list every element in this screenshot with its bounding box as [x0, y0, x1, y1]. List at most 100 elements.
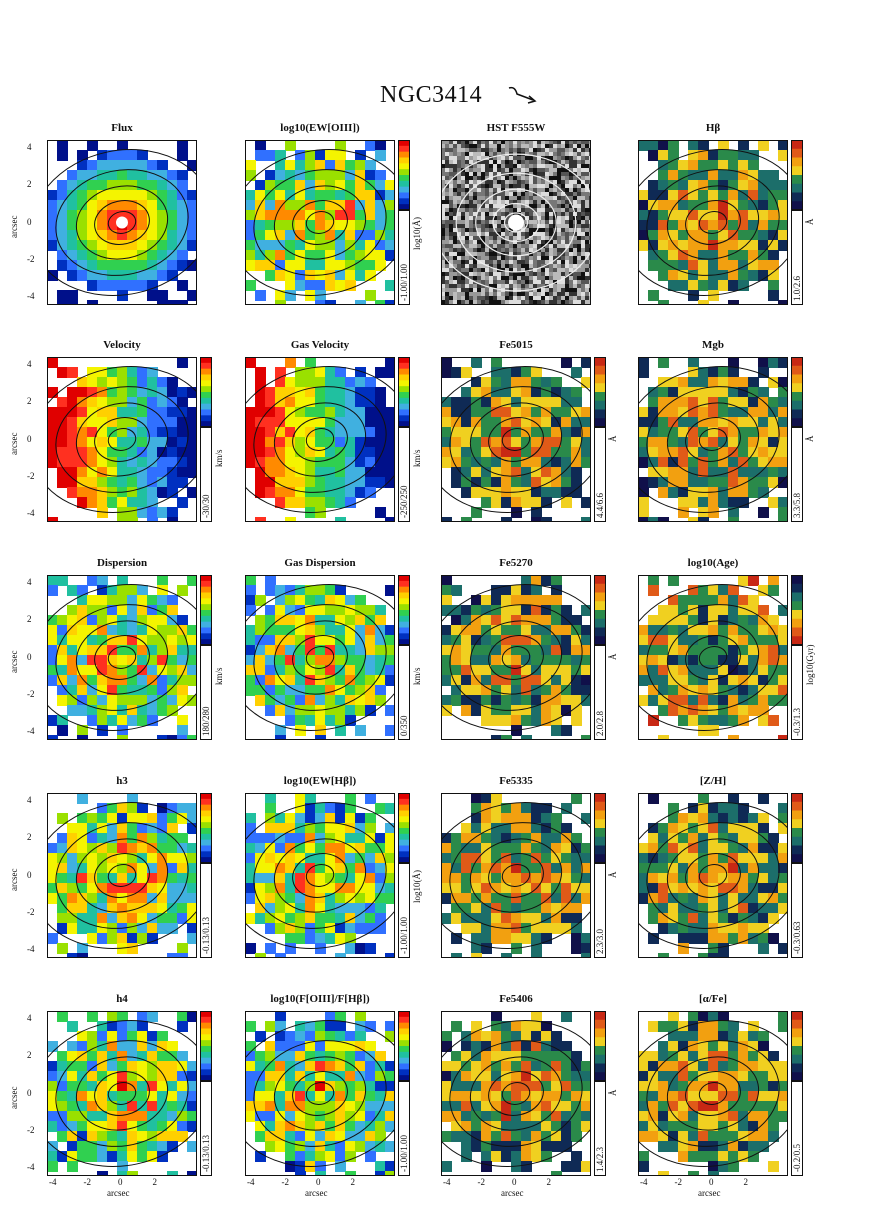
y-axis-label: arcsec [9, 650, 19, 673]
colorbar-frame [594, 645, 606, 740]
colorbar-frame [791, 645, 803, 740]
colorbar-range-label: -0.13/0.13 [201, 1135, 211, 1172]
panel-title: [Z/H] [699, 775, 727, 787]
map-plot [638, 140, 788, 305]
panel-title: h3 [116, 775, 128, 787]
panel-title: Dispersion [96, 557, 148, 569]
colorbar-range-label: 1.4/2.3 [595, 1146, 605, 1172]
map-panel-15: Fe5335 2.3/3.0 Å [441, 775, 621, 958]
map-panel-2: log10(EW[OIII]) -1.00/1.00 log10(Å) [245, 122, 425, 305]
panel-title: Fe5335 [499, 775, 533, 787]
colorbar-unit-label: Å [608, 871, 618, 879]
panel-title: log10(Age) [687, 557, 739, 569]
colorbar [398, 357, 410, 427]
x-tick-label: 2 [350, 1177, 356, 1187]
north-east-arrow-icon [508, 86, 537, 104]
y-tick-label: 2 [27, 1050, 32, 1061]
colorbar-unit-label: log10(Gyr) [805, 644, 815, 686]
x-axis-label: arcsec [305, 1188, 328, 1198]
colorbar [398, 575, 410, 645]
colorbar-range-label: -0.3/1.3 [792, 708, 802, 736]
y-axis-label: arcsec [9, 215, 19, 238]
colorbar-unit-label: km/s [214, 449, 224, 467]
y-tick-label: -2 [27, 906, 35, 917]
colorbar [791, 357, 803, 427]
colorbar-frame [200, 863, 212, 958]
x-tick-label: -2 [281, 1177, 290, 1187]
y-tick-label: -2 [27, 253, 35, 264]
map-plot [638, 1011, 788, 1176]
y-tick-label: -4 [27, 291, 35, 301]
panel-title: Fe5406 [499, 993, 533, 1005]
map-plot [638, 793, 788, 958]
colorbar-frame [398, 645, 410, 740]
colorbar [200, 357, 212, 427]
x-tick-label: -4 [49, 1177, 57, 1187]
y-tick-label: 0 [27, 216, 32, 227]
map-plot [245, 140, 395, 305]
map-panel-11: Fe5270 2.0/2.8 Å [441, 557, 621, 740]
x-tick-label: -4 [640, 1177, 648, 1187]
map-plot [441, 793, 591, 958]
panel-title: h4 [116, 993, 128, 1005]
colorbar-range-label: 0/350 [399, 715, 409, 736]
panel-title: log10(F[OIII]/F[Hβ]) [270, 993, 370, 1005]
y-tick-label: -2 [27, 1124, 35, 1135]
colorbar [594, 1011, 606, 1081]
colorbar-unit-label: log10(Å) [412, 870, 422, 903]
x-axis-label: arcsec [107, 1188, 130, 1198]
colorbar-range-label: -30/30 [201, 494, 211, 519]
panel-title: log10(EW[Hβ]) [283, 775, 357, 787]
map-plot [638, 357, 788, 522]
colorbar [791, 793, 803, 863]
colorbar-frame [791, 863, 803, 958]
panel-title: Hβ [705, 122, 721, 134]
y-tick-label: -2 [27, 688, 35, 699]
colorbar-range-label: -1.00/1.00 [399, 1135, 409, 1172]
colorbar [398, 140, 410, 210]
y-axis-label: arcsec [9, 432, 19, 455]
panel-title: Velocity [103, 339, 141, 351]
x-tick-label: -2 [477, 1177, 486, 1187]
colorbar [594, 357, 606, 427]
colorbar [594, 575, 606, 645]
colorbar-unit-label: Å [805, 218, 815, 226]
panel-title: Flux [111, 122, 133, 134]
map-panel-17: h4 arcsec -4 -2 0 2 4 arcsec -4 -2 0 2 -0.13/0.13 [9, 993, 227, 1198]
map-panel-13: h3 arcsec -4 -2 0 2 4 -0.13/0.13 [9, 775, 227, 958]
map-plot [441, 140, 591, 305]
y-tick-label: 2 [27, 832, 32, 843]
map-panel-19: Fe5406 arcsec -4 -2 0 2 1.4/2.3 Å [441, 993, 621, 1198]
map-panel-1: Flux arcsec -4 -2 0 2 4 [9, 122, 227, 305]
map-plot [245, 575, 395, 740]
y-tick-label: 0 [27, 433, 32, 444]
map-panel-7: Fe5015 4.4/6.6 Å [441, 339, 621, 522]
y-tick-label: -2 [27, 470, 35, 481]
colorbar-range-label: 1.0/2.6 [792, 275, 802, 301]
colorbar [398, 793, 410, 863]
y-tick-label: 4 [27, 142, 32, 152]
x-axis-label: arcsec [698, 1188, 721, 1198]
x-tick-label: 2 [546, 1177, 552, 1187]
y-tick-label: -4 [27, 944, 35, 954]
colorbar-range-label: 3.3/5.8 [792, 492, 802, 518]
y-tick-label: 2 [27, 614, 32, 625]
map-plot [441, 575, 591, 740]
colorbar-range-label: 180/280 [201, 706, 211, 736]
x-tick-label: 0 [709, 1177, 714, 1187]
y-tick-label: 4 [27, 359, 32, 369]
x-tick-label: 0 [512, 1177, 517, 1187]
colorbar [398, 1011, 410, 1081]
colorbar-frame [594, 863, 606, 958]
map-panel-8: Mgb 3.3/5.8 Å [638, 339, 818, 522]
y-tick-label: 2 [27, 396, 32, 407]
x-tick-label: -2 [674, 1177, 683, 1187]
map-plot [47, 1011, 197, 1176]
map-panel-14: log10(EW[Hβ]) -1.00/1.00 log10(Å) [245, 775, 425, 958]
figure-title: NGC3414 [380, 82, 483, 108]
colorbar-range-label: -0.13/0.13 [201, 917, 211, 954]
map-plot [47, 575, 197, 740]
colorbar-range-label: 2.0/2.8 [595, 710, 605, 736]
colorbar [791, 1011, 803, 1081]
